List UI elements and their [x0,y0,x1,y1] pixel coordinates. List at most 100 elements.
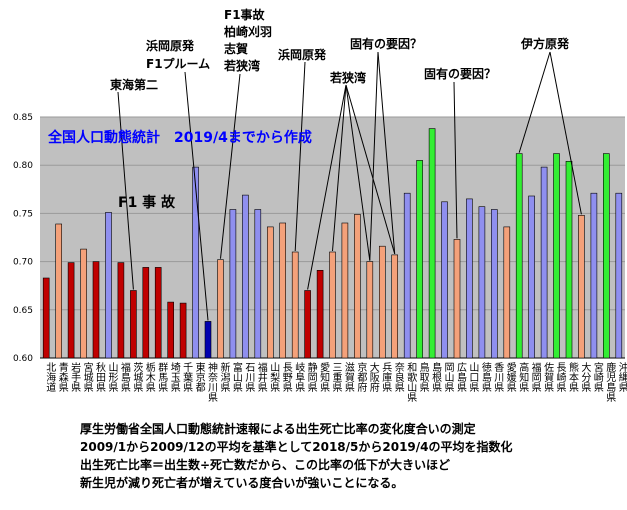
x-tick-label: 愛知県 [318,361,330,393]
kashiwazaki-label: 柏崎刈羽 [224,25,273,39]
annotation-leader-line [369,51,379,261]
x-tick-label: 山口県 [467,362,479,393]
x-tick-label: 香川県 [492,362,504,393]
f1-accident-annotation: F1事故 [224,8,265,22]
x-tick-label: 島根県 [430,361,442,393]
x-tick-label: 福岡県 [529,361,541,393]
bar-北海道 [42,277,50,359]
hamaoka-label-1: 浜岡原発 [146,39,195,53]
wakasa-label-1: 若狭湾 [224,59,261,73]
x-tick-label: 三重県 [330,362,342,393]
x-tick-label: 鹿児島県 [604,361,616,403]
y-tick-label: 0.85 [13,113,33,123]
annotation-leader-line [549,51,582,215]
footnote-line: 厚生労働省全国人口動態統計速報による出生死亡比率の変化度合いの測定 [80,422,476,436]
bar-神奈川県 [204,321,212,359]
y-tick-label: 0.70 [13,258,33,268]
x-tick-label: 千葉県 [181,362,193,393]
x-tick-label: 岡山県 [442,362,454,393]
bars [42,128,623,359]
x-tick-label: 宮崎県 [591,361,603,393]
intrinsic-factor-label-2: 固有の要因？ [424,67,497,81]
footnote: 厚生労働省全国人口動態統計速報による出生死亡比率の変化度合いの測定 2009/1… [80,420,513,492]
bar-愛媛県 [503,226,511,359]
bar-和歌山県 [403,192,411,359]
bar-秋田県 [92,261,100,359]
footnote-line: 出生死亡比率＝出生数÷死亡数だから、この比率の低下が大きいほど [80,458,451,472]
y-tick-label: 0.65 [13,306,33,316]
bar-大分県 [578,215,585,359]
x-tick-label: 東京都 [193,361,205,393]
x-tick-label: 滋賀県 [342,361,354,393]
x-tick-label: 山形県 [106,362,118,393]
x-tick-label: 愛媛県 [504,361,516,393]
bar-福島県 [117,262,125,359]
bar-兵庫県 [378,245,386,359]
y-axis-ticks: 0.60 0.65 0.70 0.75 0.80 0.85 [13,113,33,364]
x-tick-label: 埼玉県 [168,361,180,393]
x-tick-label: 長崎県 [554,362,566,393]
wakasa-label-2: 若狭湾 [330,71,367,85]
x-tick-label: 奈良県 [392,361,404,393]
bar-静岡県 [304,290,311,359]
f1-accident-label: F1 事 故 [118,195,176,211]
x-tick-label: 神奈川県 [206,361,218,403]
x-tick-label: 熊本県 [567,361,579,393]
bar-山口県 [466,198,473,359]
x-tick-label: 沖縄県 [616,361,627,393]
annotation-leader-line [345,84,371,261]
annotation-leader-line [184,71,209,321]
bar-島根県 [428,128,436,359]
y-tick-label: 0.60 [13,354,33,364]
bar-沖縄県 [615,192,623,359]
bar-滋賀県 [341,222,349,359]
bar-香川県 [490,209,498,359]
bar-新潟県 [217,259,224,359]
x-tick-label: 北海道 [44,362,56,392]
x-tick-label: 和歌山県 [405,362,417,403]
bar-群馬県 [154,267,162,359]
bar-長崎県 [553,153,560,359]
annotation-leader-line [294,61,306,252]
x-tick-label: 富山県 [230,361,242,393]
bar-東京都 [192,166,199,359]
x-tick-label: 福井県 [255,361,267,393]
bar-岐阜県 [291,251,299,359]
bar-福岡県 [528,195,535,359]
footnote-line: 新生児が減り死亡者が増えている度合いが強いことになる。 [80,476,404,490]
annotation-leader-line [453,81,458,239]
x-tick-label: 宮城県 [81,361,93,393]
bar-福井県 [254,209,262,359]
annotation-leader-line [345,84,396,255]
annotation-leader-line [220,73,241,259]
f1-plume-label: F1プルーム [146,57,211,71]
bar-埼玉県 [167,301,174,359]
annotation-leader-line [117,91,134,290]
x-tick-label: 大阪府 [367,361,379,393]
bar-宮城県 [80,248,87,359]
x-tick-label: 高知県 [517,361,529,393]
x-tick-label: 佐賀県 [542,362,554,393]
annotation-leader-line [377,51,396,254]
bar-広島県 [453,239,461,359]
x-tick-label: 静岡県 [305,361,317,393]
bar-茨城県 [130,290,137,359]
bar-栃木県 [142,267,150,359]
annotation-lines [117,51,582,321]
intrinsic-factor-label-1: 固有の要因？ [350,37,423,51]
x-tick-label: 茨城県 [131,361,143,393]
chart-title: 全国人口動態統計 2019/4までから作成 [48,130,312,146]
bar-佐賀県 [540,166,548,359]
bar-大阪府 [366,261,374,359]
x-tick-label: 徳島県 [479,361,491,393]
x-tick-label: 群馬県 [156,361,168,393]
bar-長野県 [279,222,287,359]
bar-徳島県 [478,206,486,359]
x-tick-label: 岐阜県 [293,361,305,393]
x-tick-label: 大分県 [579,361,591,393]
bar-高知県 [515,153,523,359]
bar-鳥取県 [416,160,423,359]
x-tick-label: 長野県 [280,362,292,393]
bar-青森県 [55,223,63,359]
bar-富山県 [229,209,237,359]
